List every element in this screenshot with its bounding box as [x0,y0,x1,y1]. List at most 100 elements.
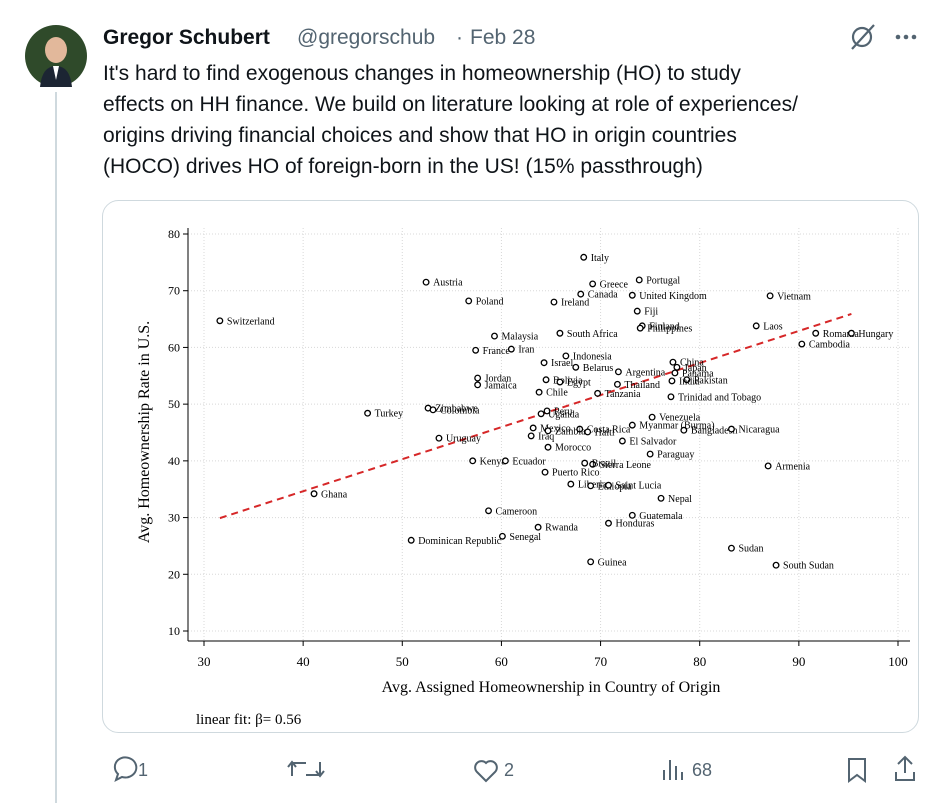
point-label: Myanmar (Burma) [639,421,714,432]
point [567,480,575,488]
point-label: Bangladesh [691,426,738,437]
point [613,380,621,388]
point-label: Saint Lucia [616,481,662,492]
point-label: Jamaica [485,380,518,391]
point-label: Philippines [647,324,692,335]
point [541,468,549,476]
point-label: Honduras [616,519,655,530]
point [628,421,636,429]
point-label: India [679,376,700,387]
point-label: Laos [763,321,783,332]
point-label: Jordan [485,374,512,385]
media-card[interactable] [102,200,919,733]
point [472,346,480,354]
x-axis-label: Avg. Assigned Homeownership in Country o… [382,679,721,696]
point-label: Austria [433,278,463,289]
point-label: Haiti [595,427,615,438]
annotation: linear fit: β= 0.56 [196,712,302,728]
point-label: Tanzania [605,389,642,400]
point [614,368,622,376]
retweet-button[interactable] [287,760,325,778]
point-label: Nicaragua [738,425,780,436]
reply-button[interactable]: 1 [113,756,148,782]
like-button[interactable]: 2 [474,760,514,783]
point-label: Armenia [775,461,811,472]
point-label: South Africa [567,329,618,340]
point-label: Guatemala [639,511,683,522]
x-tick-label: 50 [396,654,409,669]
tweet-date[interactable]: Feb 28 [470,26,535,49]
point [429,406,437,414]
point-label: Romania [823,329,860,340]
y-tick-label: 60 [168,340,180,354]
point [485,507,492,515]
x-tick-label: 100 [888,654,908,669]
point [605,519,612,527]
tweet-text: It's hard to find exogenous changes in h… [103,62,798,178]
point [542,376,550,384]
views-button[interactable]: 68 [663,760,712,780]
point [673,363,681,371]
point [562,352,570,360]
point-label: Indonesia [573,351,612,362]
point [465,297,473,305]
avatar[interactable] [25,25,87,87]
point [556,378,564,386]
point [680,426,688,434]
point [498,532,506,540]
point [752,322,760,330]
point [628,511,636,519]
grok-icon[interactable] [851,24,875,50]
more-icon[interactable] [895,34,917,40]
point [469,457,477,465]
point [529,424,537,432]
point-label: Iran [518,345,534,356]
point-label: France [483,346,511,357]
point-label: Thailand [624,380,660,391]
point [540,359,548,367]
point-label: United Kingdom [639,291,707,302]
point-label: Poland [476,296,504,307]
point-label: Finland [649,321,680,332]
x-tick-label: 30 [198,654,211,669]
point [605,481,612,489]
point-label: Japan [684,363,707,374]
point-label: Nepal [668,494,692,505]
point [556,329,564,337]
point-label: Ecuador [512,456,546,467]
point [727,544,735,552]
point-label: Ethiopia [598,481,632,492]
share-button[interactable] [895,755,915,781]
point-label: Rwanda [545,523,578,534]
bookmark-button[interactable] [848,758,866,783]
point [667,393,675,401]
point [310,490,318,498]
point [727,425,735,433]
point-label: Vietnam [777,291,811,302]
point [628,291,636,299]
point-label: Venezuela [659,413,701,424]
point-label: Zambia [555,426,586,437]
point-label: South Sudan [783,561,834,572]
point-label: Switzerland [227,316,275,327]
point [501,457,509,465]
author-handle[interactable]: @gregorschub [297,26,435,49]
y-tick-label: 50 [168,397,180,411]
point [812,329,820,337]
point-label: Peru [554,406,572,417]
point [657,494,665,502]
point [364,409,372,417]
point-label: Fiji [644,307,658,318]
author-name[interactable]: Gregor Schubert [103,26,270,49]
y-axis-label: Avg. Homeownership Rate in U.S. [136,321,153,543]
point-label: Italy [591,253,609,264]
text-line: (HOCO) drives HO of foreign-born in the … [103,155,703,178]
x-tick-label: 90 [792,654,805,669]
y-tick-label: 80 [168,227,180,241]
x-tick-label: 60 [495,654,508,669]
text-line: effects on HH finance. We build on liter… [103,93,798,116]
point [507,345,515,353]
point-label: Dominican Republic [418,536,502,547]
point [671,369,679,377]
point-label: Iraq [538,431,554,442]
